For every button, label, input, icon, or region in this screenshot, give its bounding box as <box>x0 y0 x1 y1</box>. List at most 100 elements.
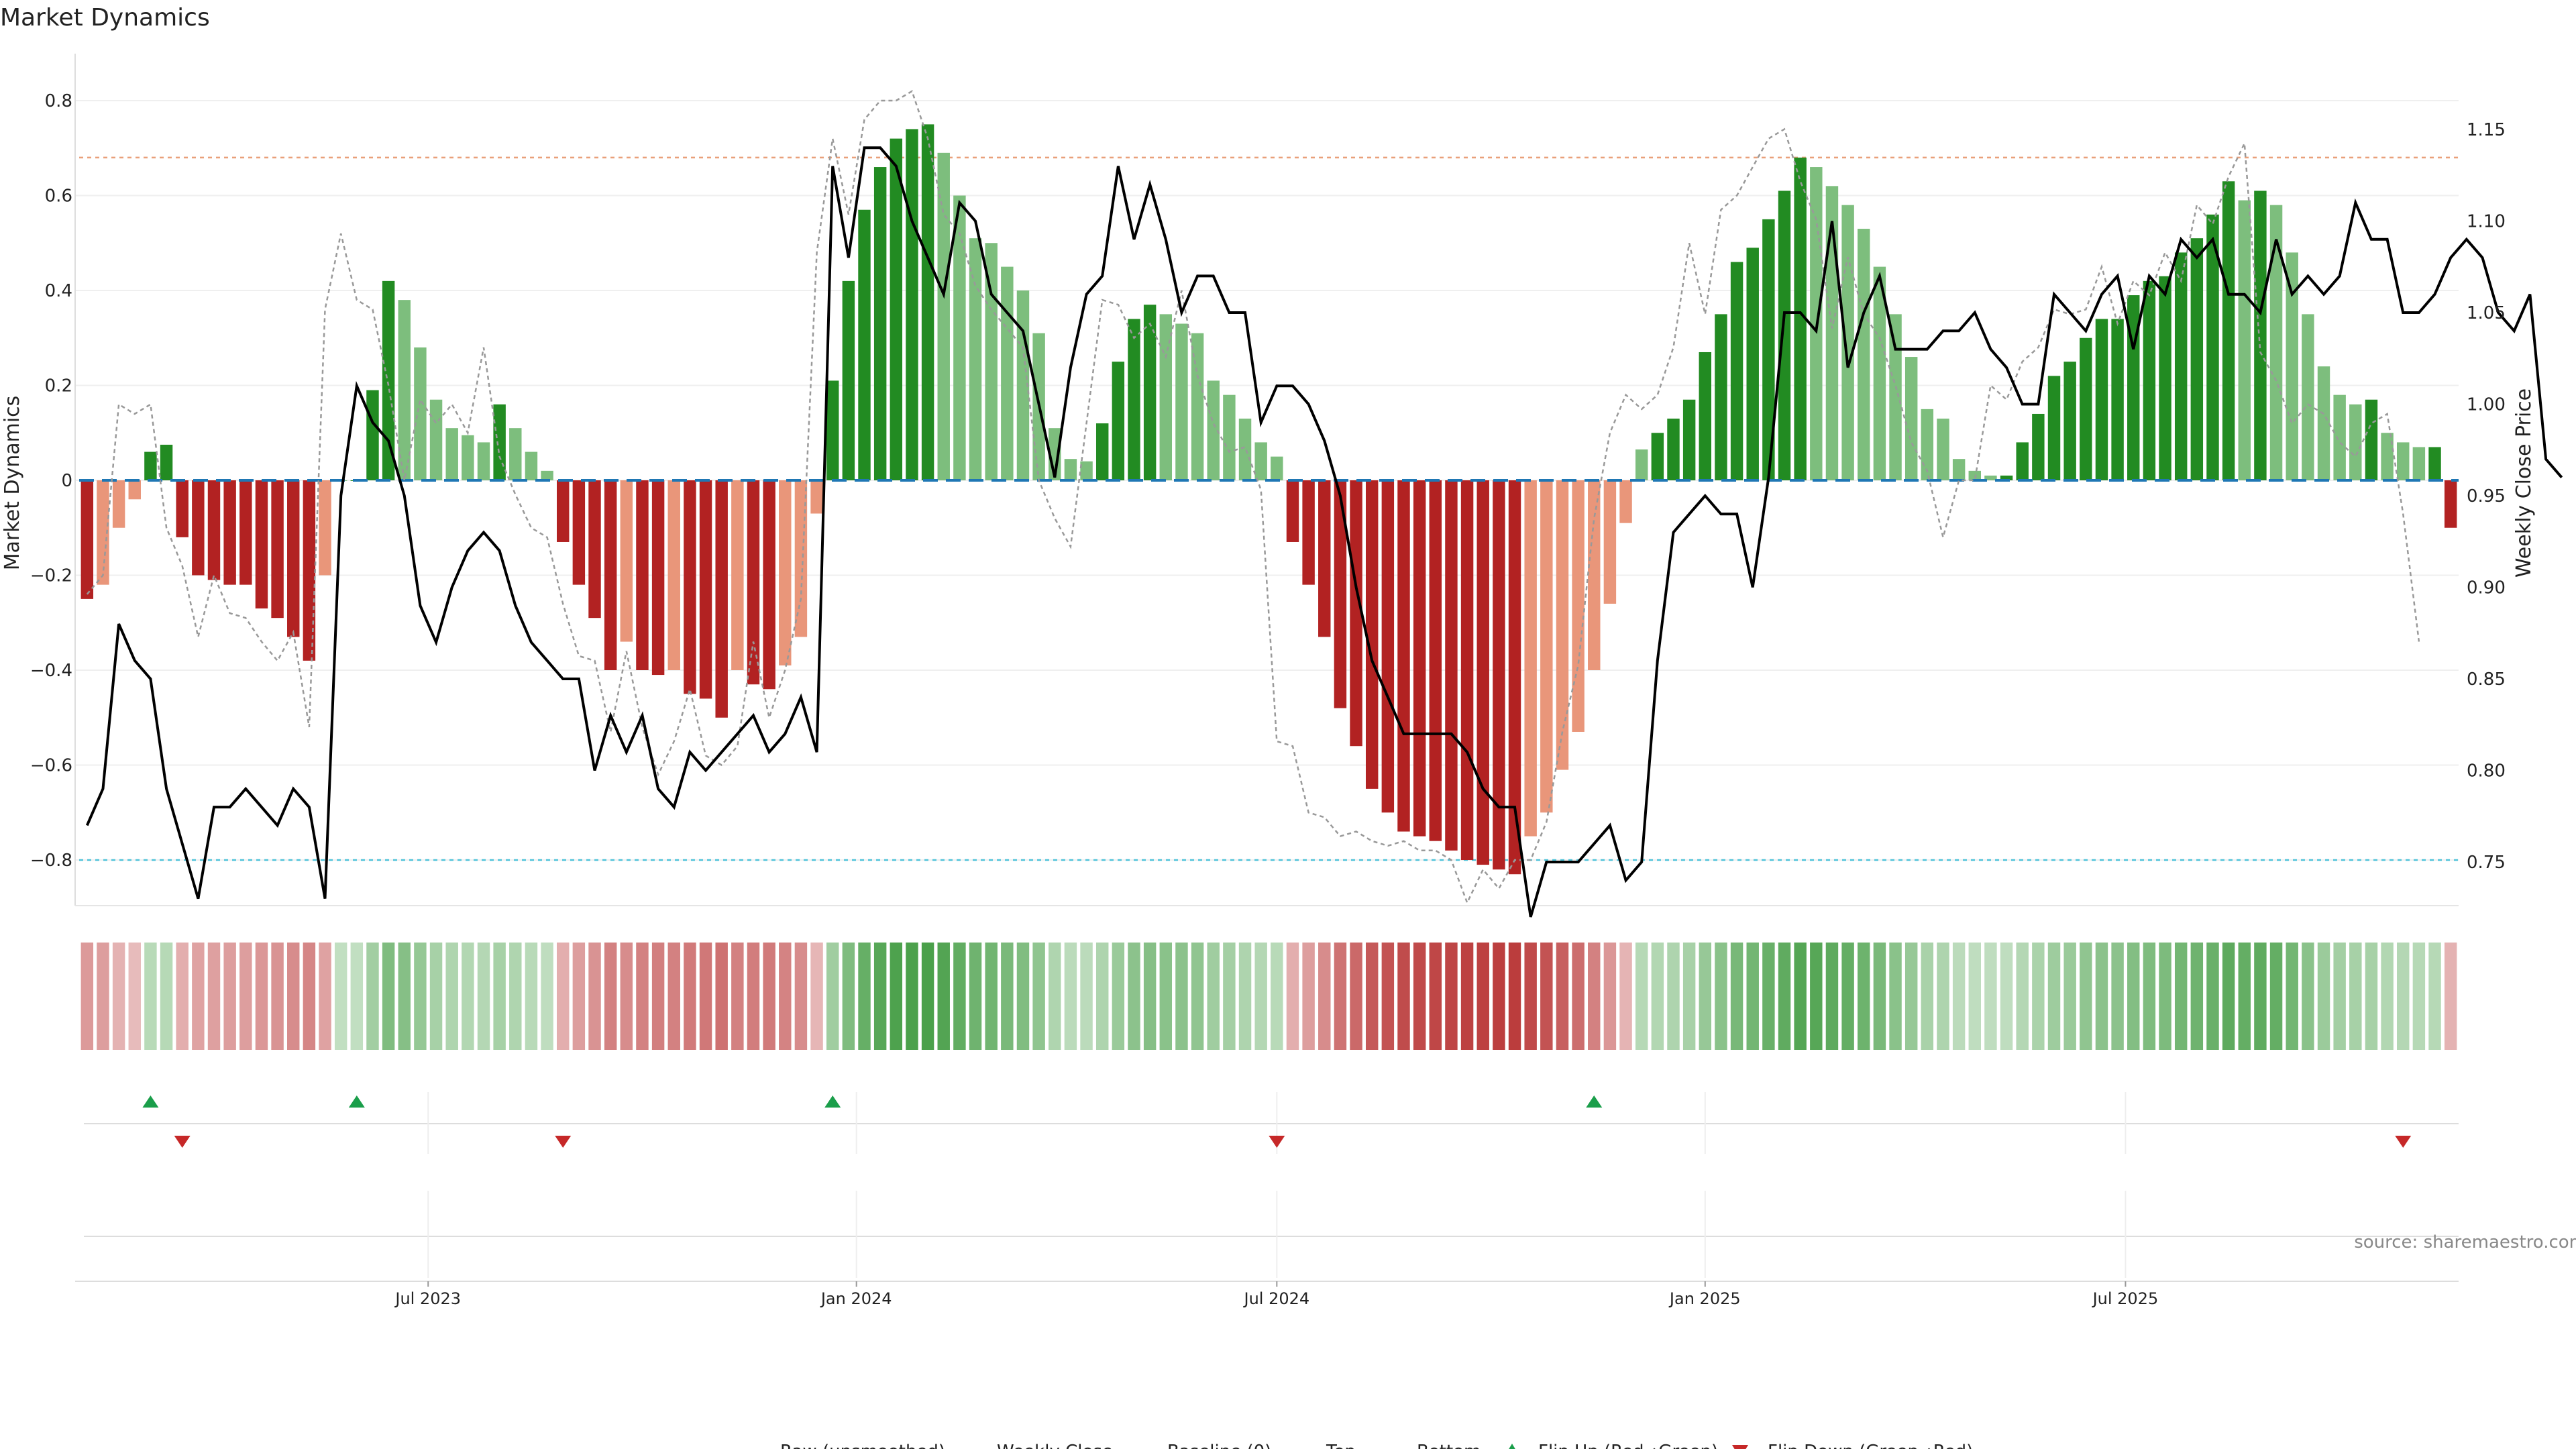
strip-cell-82 <box>1381 943 1395 1050</box>
left-y-tick-1: −0.6 <box>30 756 72 776</box>
right-y-axis-label: Weekly Close Price <box>2512 388 2536 578</box>
md-bar-38 <box>684 480 696 694</box>
strip-cell-35 <box>636 943 649 1050</box>
strip-cell-15 <box>319 943 331 1050</box>
strip-cell-12 <box>271 943 284 1050</box>
strip-cell-29 <box>541 943 553 1050</box>
strip-cell-102 <box>1699 943 1712 1050</box>
strip-cell-106 <box>1762 943 1775 1050</box>
left-y-tick-5: 0.2 <box>45 376 72 396</box>
md-bar-108 <box>1794 157 1807 480</box>
strip-cell-129 <box>2127 943 2140 1050</box>
md-bar-57 <box>985 243 998 480</box>
strip-cell-33 <box>604 943 617 1050</box>
legend-raw-label: Raw (unsmoothed) <box>780 1442 945 1449</box>
strip-cell-137 <box>2254 943 2267 1050</box>
md-bar-75 <box>1271 456 1283 480</box>
strip-cell-70 <box>1191 943 1204 1050</box>
strip-cell-31 <box>572 943 586 1050</box>
strip-cell-83 <box>1397 943 1410 1050</box>
md-bar-88 <box>1477 480 1489 865</box>
md-bar-113 <box>1873 266 1886 480</box>
strip-cell-61 <box>1049 943 1061 1050</box>
strip-cell-50 <box>873 943 887 1050</box>
legend: Raw (unsmoothed) Weekly Close Baseline (… <box>780 1442 1973 1449</box>
strip-cell-19 <box>382 943 395 1050</box>
strip-cell-112 <box>1858 943 1870 1050</box>
strip-cell-136 <box>2238 943 2251 1050</box>
right-y-tick-3: 0.90 <box>2467 578 2506 598</box>
right-y-tick-7: 1.10 <box>2467 212 2506 232</box>
md-bar-37 <box>667 480 680 670</box>
strip-cell-10 <box>239 943 252 1050</box>
strip-cell-39 <box>699 943 712 1050</box>
strip-cell-143 <box>2349 943 2362 1050</box>
strip-cell-87 <box>1460 943 1474 1050</box>
md-bar-92 <box>1540 480 1553 813</box>
md-bar-48 <box>842 280 855 480</box>
strip-cell-120 <box>1984 943 1997 1050</box>
md-bar-53 <box>921 124 934 480</box>
md-bar-136 <box>2238 200 2251 480</box>
strip-cell-101 <box>1682 943 1696 1050</box>
chart-title: Market Dynamics <box>0 4 210 32</box>
md-bar-10 <box>239 480 252 585</box>
strip-cell-141 <box>2317 943 2330 1050</box>
strip-cell-71 <box>1207 943 1220 1050</box>
md-bar-111 <box>1841 205 1854 480</box>
md-bar-91 <box>1524 480 1537 837</box>
md-bar-23 <box>445 428 458 480</box>
flip-up-marker-2 <box>824 1095 841 1108</box>
md-bar-98 <box>1635 449 1648 480</box>
strip-cell-60 <box>1032 943 1045 1050</box>
md-bar-14 <box>303 480 316 661</box>
md-bar-79 <box>1334 480 1347 708</box>
strip-cell-105 <box>1746 943 1759 1050</box>
md-bar-131 <box>2159 276 2171 480</box>
md-bar-142 <box>2333 394 2346 480</box>
md-bar-94 <box>1572 480 1585 732</box>
md-bar-106 <box>1762 219 1775 480</box>
strip-cell-65 <box>1112 943 1125 1050</box>
strip-cell-79 <box>1334 943 1347 1050</box>
md-bar-7 <box>192 480 205 576</box>
x-tick-label-1: Jan 2024 <box>820 1289 892 1308</box>
right-y-tick-4: 0.95 <box>2467 486 2506 506</box>
strip-cell-84 <box>1413 943 1426 1050</box>
md-bar-121 <box>2000 475 2013 480</box>
left-y-ticks: −0.8 −0.6 −0.4 −0.2 0 0.2 0.4 0.6 0.8 <box>30 91 72 871</box>
strip-cell-30 <box>557 943 570 1050</box>
md-bar-56 <box>969 238 982 480</box>
legend-close-label: Weekly Close <box>997 1442 1113 1449</box>
md-bar-0 <box>80 480 94 599</box>
md-bar-135 <box>2222 181 2235 480</box>
strip-cell-142 <box>2333 943 2346 1050</box>
color-strip <box>80 943 2457 1050</box>
md-bar-146 <box>2397 442 2410 480</box>
md-bar-100 <box>1667 419 1680 480</box>
x-tick-label-4: Jul 2025 <box>2092 1289 2159 1308</box>
strip-cell-86 <box>1445 943 1458 1050</box>
md-bar-130 <box>2143 280 2156 480</box>
strip-cell-131 <box>2159 943 2171 1050</box>
md-bar-66 <box>1128 319 1140 480</box>
main-panel: −0.8−0.6−0.4−0.200.20.40.60.8 0.750.800.… <box>1 54 2563 918</box>
strip-cell-22 <box>429 943 443 1050</box>
strip-cell-73 <box>1238 943 1252 1050</box>
market-dynamics-bars <box>80 124 2457 875</box>
strip-cell-57 <box>985 943 998 1050</box>
strip-cell-78 <box>1318 943 1331 1050</box>
md-bar-3 <box>128 480 141 500</box>
md-bar-105 <box>1746 248 1759 480</box>
left-y-tick-0: −0.8 <box>30 851 72 871</box>
strip-cell-9 <box>223 943 236 1050</box>
strip-cell-56 <box>969 943 982 1050</box>
md-bar-116 <box>1921 409 1934 480</box>
left-y-tick-8: 0.8 <box>45 91 72 111</box>
strip-cell-134 <box>2206 943 2219 1050</box>
strip-cell-100 <box>1667 943 1680 1050</box>
md-bar-83 <box>1397 480 1410 832</box>
strip-cell-40 <box>715 943 728 1050</box>
strip-cell-16 <box>334 943 347 1050</box>
strip-cell-122 <box>2016 943 2029 1050</box>
